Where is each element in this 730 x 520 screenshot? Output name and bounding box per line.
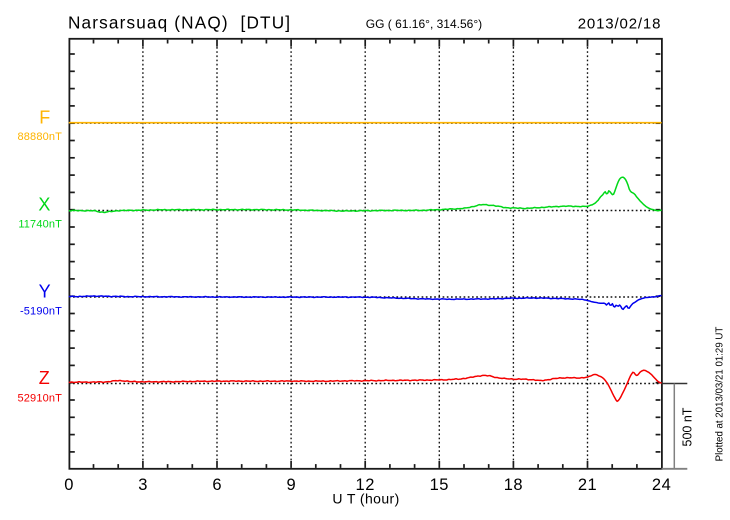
svg-text:21: 21 [578, 476, 597, 494]
svg-text:F: F [39, 108, 50, 128]
svg-text:15: 15 [430, 476, 449, 494]
svg-text:9: 9 [287, 476, 296, 494]
svg-text:Y: Y [39, 282, 51, 302]
svg-text:2013/02/18: 2013/02/18 [578, 16, 662, 33]
svg-text:3: 3 [138, 476, 147, 494]
svg-text:500 nT: 500 nT [680, 407, 694, 446]
svg-text:88880nT: 88880nT [18, 131, 63, 143]
svg-text:24: 24 [652, 476, 671, 494]
svg-text:0: 0 [64, 476, 73, 494]
svg-text:Plotted at 2013/03/21 01:29 UT: Plotted at 2013/03/21 01:29 UT [714, 327, 725, 462]
svg-text:52910nT: 52910nT [18, 392, 63, 404]
svg-text:U T (hour): U T (hour) [332, 491, 399, 507]
svg-text:Z: Z [39, 368, 50, 388]
svg-text:-5190nT: -5190nT [20, 306, 62, 318]
svg-text:18: 18 [504, 476, 523, 494]
svg-text:X: X [38, 195, 50, 215]
svg-text:GG ( 61.16°, 314.56°): GG ( 61.16°, 314.56°) [366, 17, 482, 31]
svg-text:11740nT: 11740nT [18, 218, 62, 230]
svg-text:6: 6 [212, 476, 221, 494]
svg-text:Narsarsuaq (NAQ) [DTU]: Narsarsuaq (NAQ) [DTU] [68, 13, 291, 33]
svg-text:12: 12 [356, 476, 375, 494]
